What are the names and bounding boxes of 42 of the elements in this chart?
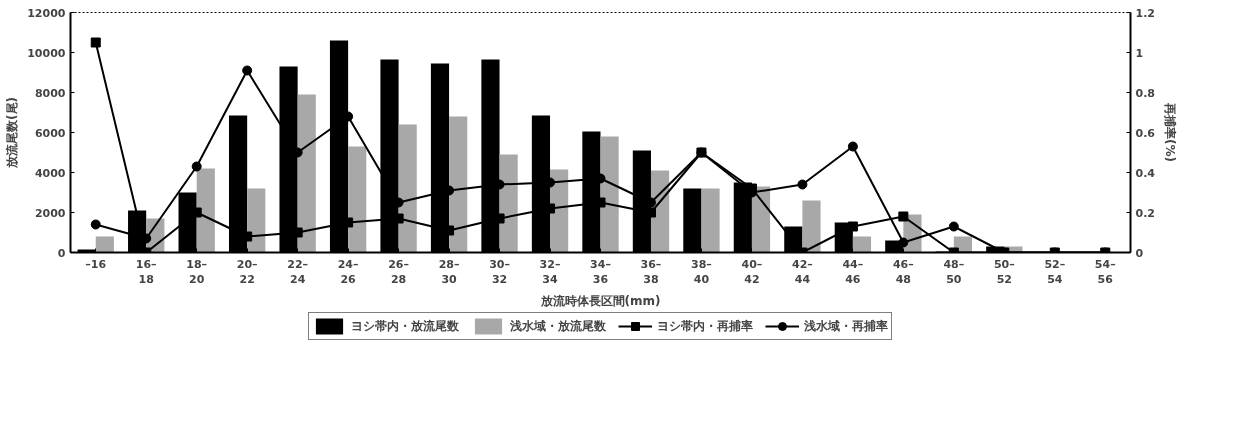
x-tick-label: 34– 36 xyxy=(590,257,611,287)
x-tick-label: 24– 26 xyxy=(337,257,359,287)
y-axis-title: 放流尾数(尾) xyxy=(5,97,20,169)
y2-tick-label: 0.6 xyxy=(1135,126,1156,140)
x-tick-label: 20– 22 xyxy=(236,257,258,287)
x-tick-label: 28– 30 xyxy=(438,257,460,287)
y-tick-label: 8000 xyxy=(34,86,66,100)
y2-tick-label: 0 xyxy=(1135,246,1144,260)
y-tick-label: 4000 xyxy=(34,166,66,180)
y2-axis-title: 再捕率(%) xyxy=(1162,102,1177,162)
x-tick-label: 26– 28 xyxy=(388,257,409,287)
x-tick-label: 42– 44 xyxy=(792,257,813,287)
x-tick-label: 36– 38 xyxy=(640,257,662,287)
legend-label: ヨシ帯内・放流尾数 xyxy=(351,317,459,335)
y2-tick-label: 1.2 xyxy=(1135,6,1155,20)
x-tick-label: 38– 40 xyxy=(691,257,712,287)
y-tick-label: 12000 xyxy=(27,6,66,20)
y-tick-label: 10000 xyxy=(27,46,66,60)
x-tick-label: 44– 46 xyxy=(842,257,864,287)
legend-label: 浅水域・再捕率 xyxy=(804,317,888,335)
y2-tick-label: 0.4 xyxy=(1135,166,1156,180)
y-tick-label: 2000 xyxy=(34,206,66,220)
x-tick-label: 52– 54 xyxy=(1044,257,1066,287)
x-tick-label: 46– 48 xyxy=(892,257,914,287)
y2-tick-label: 0.8 xyxy=(1135,86,1155,100)
x-tick-label: 54– 56 xyxy=(1094,257,1116,287)
x-tick-label: 50– 52 xyxy=(993,257,1015,287)
x-tick-label: 30– 32 xyxy=(489,257,510,287)
y-tick-label: 6000 xyxy=(34,126,66,140)
x-tick-label: 32– 34 xyxy=(539,257,561,287)
legend-label: 浅水域・放流尾数 xyxy=(510,317,606,335)
legend-label: ヨシ帯内・再捕率 xyxy=(657,317,753,335)
x-tick-label: –16 xyxy=(85,257,107,271)
y2-tick-label: 1 xyxy=(1135,46,1144,60)
x-tick-label: 16– 18 xyxy=(135,257,157,287)
x-tick-label: 40– 42 xyxy=(741,257,763,287)
y-tick-label: 0 xyxy=(57,246,66,260)
x-axis-title: 放流時体長区間(mm) xyxy=(539,294,661,309)
y2-tick-label: 0.2 xyxy=(1135,206,1155,220)
x-tick-label: 22– 24 xyxy=(287,257,309,287)
x-tick-label: 18– 20 xyxy=(186,257,208,287)
x-tick-label: 48– 50 xyxy=(943,257,965,287)
